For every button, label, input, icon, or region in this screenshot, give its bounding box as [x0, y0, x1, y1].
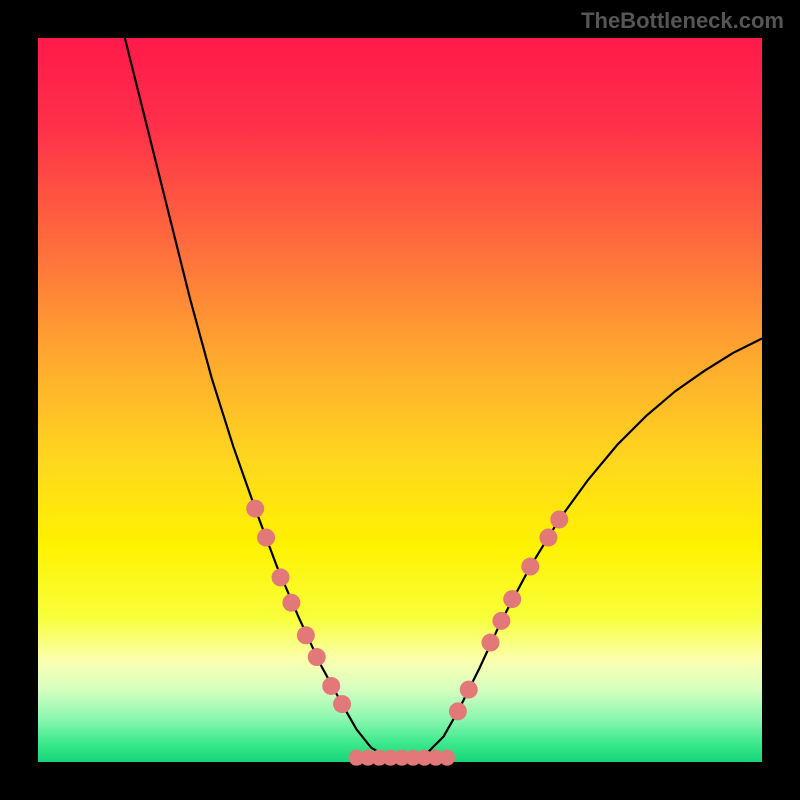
- data-marker: [272, 568, 290, 586]
- curve-layer: [38, 38, 762, 762]
- data-marker: [460, 681, 478, 699]
- markers-left: [246, 500, 351, 713]
- bottom-band: [349, 750, 456, 766]
- data-marker: [282, 594, 300, 612]
- data-marker: [449, 702, 467, 720]
- data-marker: [492, 612, 510, 630]
- band-marker: [439, 750, 455, 766]
- data-marker: [322, 677, 340, 695]
- data-marker: [539, 529, 557, 547]
- markers-right: [449, 510, 568, 720]
- data-marker: [297, 626, 315, 644]
- left-curve: [125, 38, 400, 758]
- data-marker: [246, 500, 264, 518]
- watermark-text: TheBottleneck.com: [581, 8, 784, 34]
- data-marker: [257, 529, 275, 547]
- data-marker: [503, 590, 521, 608]
- right-curve: [400, 338, 762, 758]
- data-marker: [521, 558, 539, 576]
- data-marker: [482, 634, 500, 652]
- data-marker: [550, 510, 568, 528]
- data-marker: [333, 695, 351, 713]
- data-marker: [308, 648, 326, 666]
- plot-area: [38, 38, 762, 762]
